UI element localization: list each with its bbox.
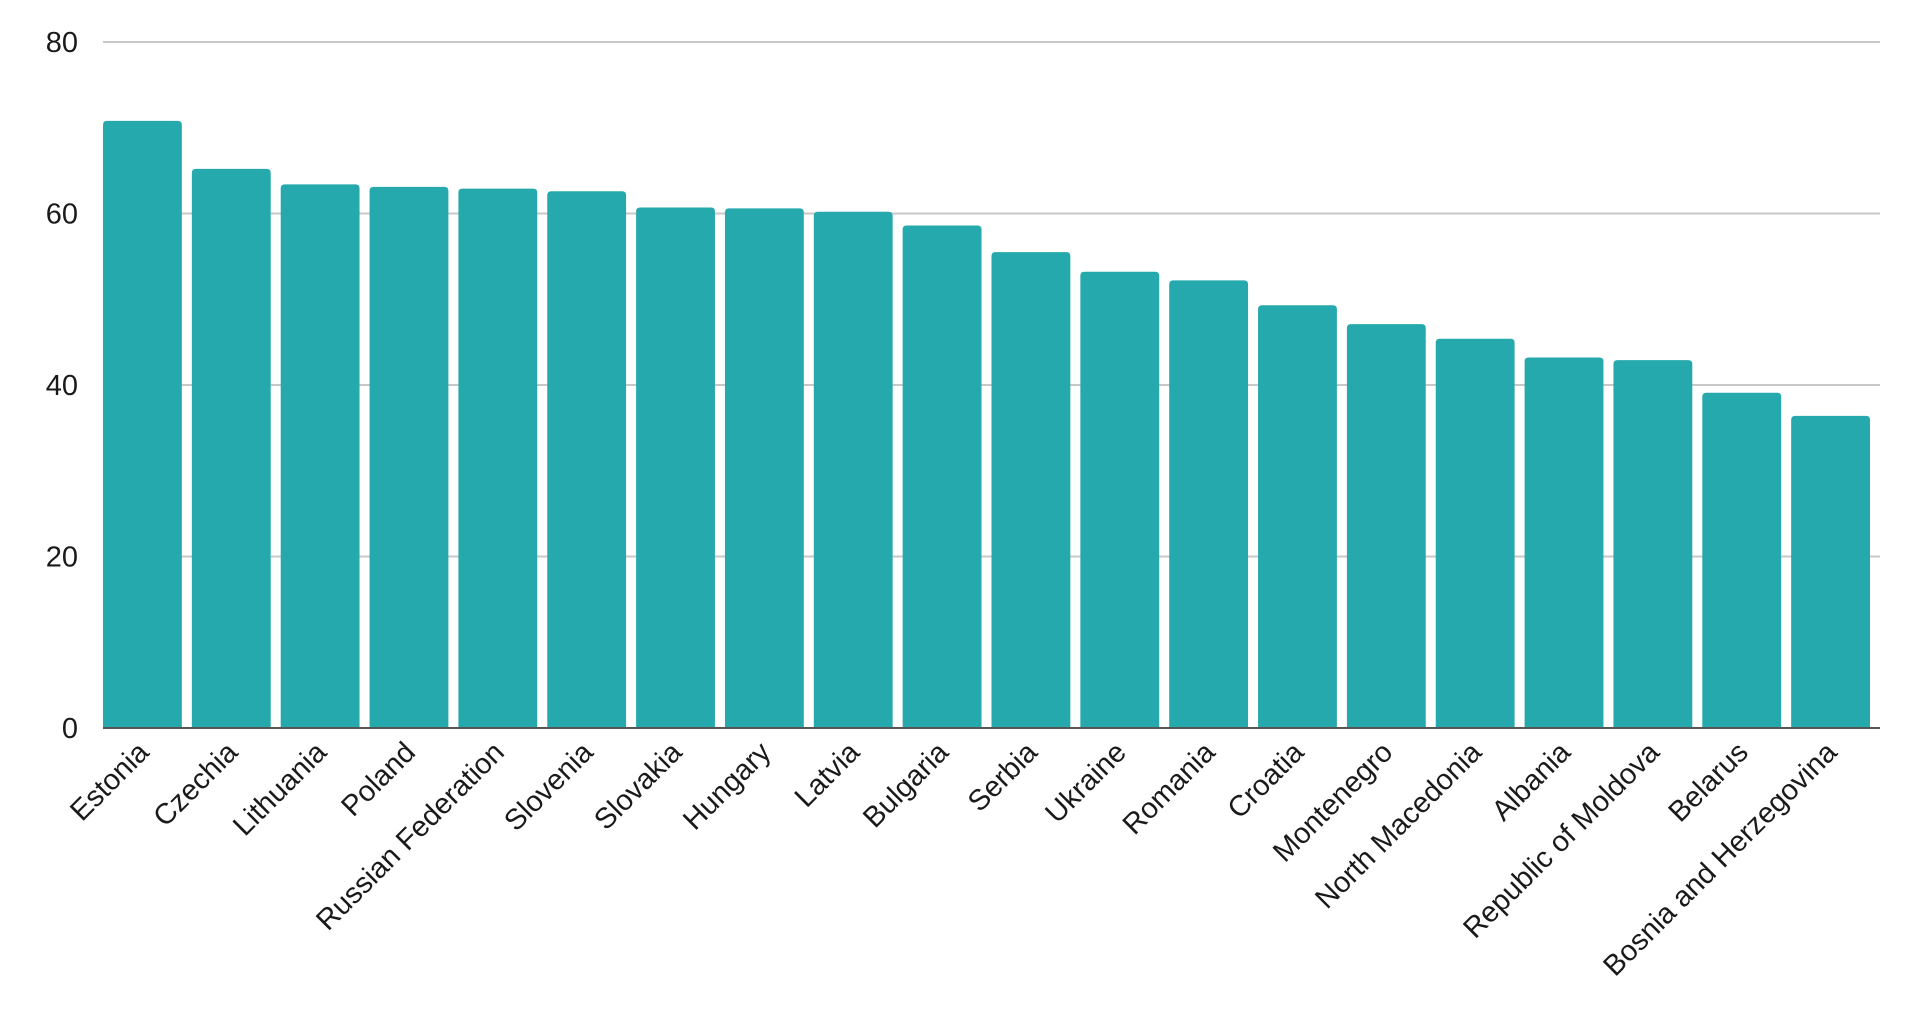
bar-poland	[369, 186, 449, 729]
y-tick-label: 60	[46, 199, 78, 231]
x-tick-label: Lithuania	[227, 736, 333, 842]
bar-ukraine	[1080, 271, 1160, 728]
x-tick-label: Slovakia	[588, 736, 689, 837]
x-tick-label: Albania	[1486, 736, 1578, 828]
bar-montenegro	[1346, 324, 1426, 728]
y-tick-label: 80	[46, 27, 78, 59]
bar-republic-of-moldova	[1613, 360, 1693, 728]
x-tick-label: Hungary	[677, 736, 777, 836]
bar-lithuania	[280, 184, 360, 729]
x-tick-label: Belarus	[1663, 736, 1755, 828]
y-tick-label: 20	[46, 542, 78, 574]
x-tick-label: Romania	[1117, 736, 1222, 841]
x-tick-label: Croatia	[1222, 736, 1311, 825]
bar-bosnia-and-herzegovina	[1791, 415, 1870, 728]
bar-romania	[1169, 280, 1249, 728]
bar-serbia	[991, 252, 1071, 728]
x-tick-label: Poland	[335, 736, 421, 822]
bar-slovenia	[547, 191, 627, 728]
x-tick-label: Slovenia	[498, 736, 600, 838]
bar-slovakia	[636, 207, 715, 728]
y-tick-label: 0	[62, 713, 78, 745]
bar-bulgaria	[902, 225, 982, 728]
y-tick-label: 40	[46, 370, 78, 402]
x-tick-label: Estonia	[64, 736, 156, 828]
bar-estonia	[103, 120, 182, 728]
bar-belarus	[1702, 392, 1782, 728]
bar-north-macedonia	[1435, 338, 1515, 728]
y-axis-ticks: 0 20 40 60 80	[46, 27, 78, 745]
x-tick-label: North Macedonia	[1309, 736, 1488, 915]
x-tick-label: Serbia	[962, 736, 1045, 819]
bar-russian-federation	[458, 188, 538, 728]
bar-czechia	[191, 168, 271, 728]
x-tick-label: Bulgaria	[857, 736, 955, 834]
bar-croatia	[1258, 305, 1337, 728]
bar-hungary	[724, 208, 804, 729]
bar-albania	[1524, 357, 1604, 728]
bar-latvia	[813, 211, 893, 728]
bars	[103, 120, 1870, 729]
x-tick-label: Latvia	[789, 736, 867, 814]
